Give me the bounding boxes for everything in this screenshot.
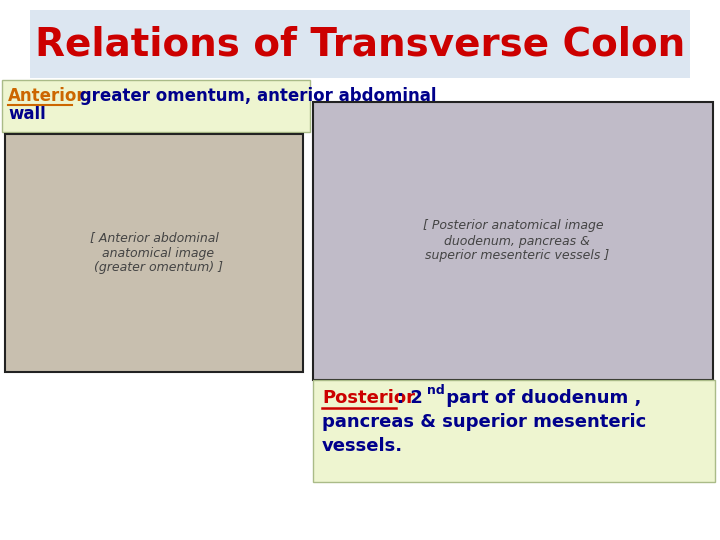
Text: greater omentum, anterior abdominal: greater omentum, anterior abdominal [74, 87, 436, 105]
Bar [313, 102, 713, 380]
Text: [ Posterior anatomical image
  duodenum, pancreas &
  superior mesenteric vessel: [ Posterior anatomical image duodenum, p… [417, 219, 609, 262]
Text: Posterior: Posterior [322, 389, 415, 407]
Text: Anterior:: Anterior: [8, 87, 92, 105]
Text: vessels.: vessels. [322, 437, 403, 455]
Text: [ Anterior abdominal
  anatomical image
  (greater omentum) ]: [ Anterior abdominal anatomical image (g… [86, 232, 222, 274]
Text: : 2: : 2 [397, 389, 423, 407]
Text: wall: wall [8, 105, 46, 123]
Text: nd: nd [427, 384, 445, 397]
FancyBboxPatch shape [313, 380, 715, 482]
Text: Relations of Transverse Colon: Relations of Transverse Colon [35, 25, 685, 63]
FancyBboxPatch shape [30, 10, 690, 78]
Text: pancreas & superior mesenteric: pancreas & superior mesenteric [322, 413, 647, 431]
Bar [5, 134, 303, 372]
Text: part of duodenum ,: part of duodenum , [440, 389, 642, 407]
FancyBboxPatch shape [2, 80, 310, 132]
